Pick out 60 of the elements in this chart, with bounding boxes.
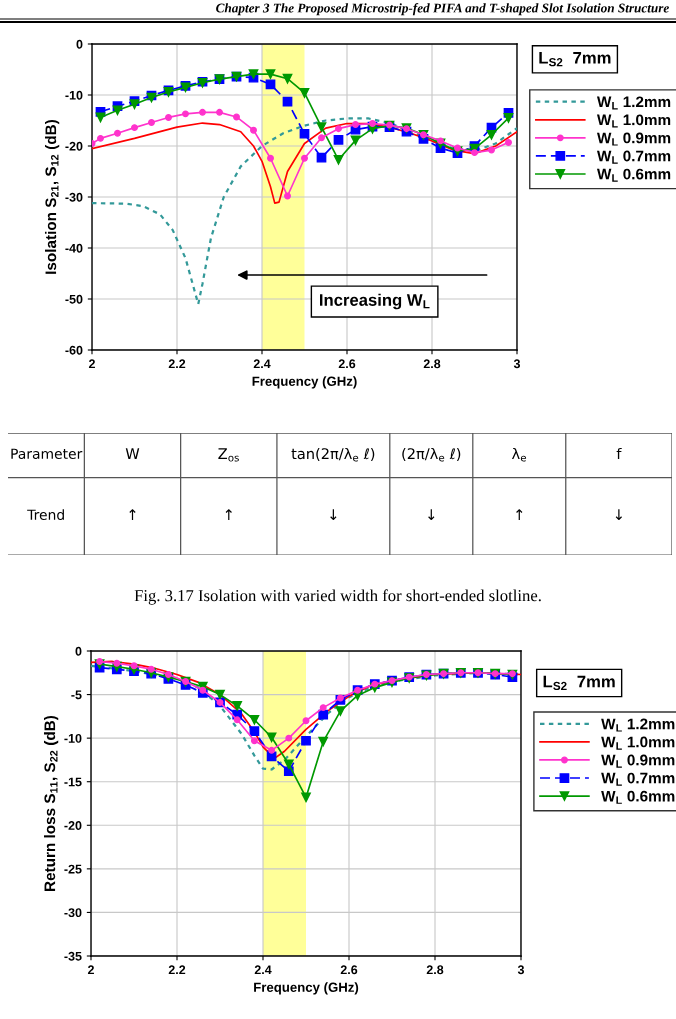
legend-label: W$_{L}$ 1.2mm: [596, 96, 671, 110]
text: f: [616, 447, 622, 459]
legend-label: W$_{L}$ 0.6mm: [601, 790, 675, 804]
y-tick-label: -60: [65, 345, 83, 355]
y-tick-label: -5: [71, 690, 82, 700]
x-axis-title: Frequency (GHz): [252, 376, 357, 389]
x-tick-label: 3: [517, 965, 525, 975]
y-axis-title: Isolation S$_{21}$, S$_{12}$ (dB): [44, 120, 60, 274]
y-tick-label: -35: [64, 951, 82, 961]
legend-label: W$_{L}$ 0.6mm: [596, 168, 671, 182]
y-tick-label: 0: [75, 646, 82, 656]
text: W: [125, 448, 140, 459]
y-tick-label: -10: [64, 733, 82, 743]
x-axis-title: Frequency (GHz): [254, 982, 359, 995]
text: Trend: [27, 509, 64, 520]
y-tick-label: -30: [65, 192, 83, 202]
text: ↑: [129, 509, 136, 520]
x-tick-label: 3: [513, 359, 521, 369]
text: (2π/λ$_{e}$ ℓ): [402, 447, 461, 462]
x-tick-label: 2.2: [168, 359, 186, 369]
x-tick-label: 2: [88, 359, 95, 369]
legend-label: W$_{L}$ 1.0mm: [596, 114, 671, 128]
text: L$_{S2}$ 7mm: [543, 675, 615, 691]
text: Chapter 3 The Proposed Microstrip-fed PIFA and T-shaped Slot Isolation Structure: [216, 3, 669, 16]
text: Parameter: [11, 448, 83, 459]
y-tick-label: -30: [64, 908, 82, 918]
x-tick-label: 2.4: [253, 359, 271, 369]
x-tick-label: 2: [87, 965, 94, 975]
text: ↓: [330, 509, 337, 521]
x-tick-label: 2.6: [338, 359, 356, 369]
y-tick-label: -20: [64, 821, 82, 830]
y-tick-label: -15: [64, 777, 82, 787]
text: λ$_{e}$: [511, 447, 527, 462]
text: L$_{S2}$ 7mm: [539, 52, 611, 67]
x-tick-label: 2.6: [340, 965, 358, 975]
x-tick-label: 2.8: [423, 359, 441, 369]
legend-label: W$_{L}$ 0.9mm: [596, 132, 671, 146]
y-tick-label: 0: [76, 39, 83, 49]
legend-label: W$_{L}$ 1.0mm: [601, 736, 675, 750]
text: ↓: [615, 509, 622, 521]
y-axis-title: Return loss S$_{11}$, S$_{22}$ (dB): [43, 715, 59, 891]
text: ↑: [516, 509, 523, 520]
legend-label: W$_{L}$ 0.7mm: [596, 150, 671, 164]
y-tick-label: -20: [65, 141, 83, 151]
x-tick-label: 2.2: [168, 965, 186, 975]
text: Z$_{os}$: [218, 448, 239, 462]
text: ↓: [428, 509, 435, 521]
x-tick-label: 2.8: [426, 965, 444, 975]
y-tick-label: -50: [65, 294, 83, 304]
legend-label: W$_{L}$ 1.2mm: [601, 718, 675, 732]
x-tick-label: 2.4: [254, 965, 272, 975]
text: ↑: [225, 509, 232, 520]
caption: Fig. 3.17 Isolation with varied width for short-ended slotline.: [134, 589, 541, 605]
legend-label: W$_{L}$ 0.9mm: [601, 754, 675, 768]
y-tick-label: -10: [65, 90, 83, 100]
annotation: Increasing W$_{L}$: [319, 293, 430, 310]
legend-label: W$_{L}$ 0.7mm: [601, 772, 675, 786]
y-tick-label: -25: [64, 864, 82, 874]
y-tick-label: -40: [65, 243, 83, 253]
text: tan(2π/λ$_{e}$ ℓ): [291, 447, 375, 462]
